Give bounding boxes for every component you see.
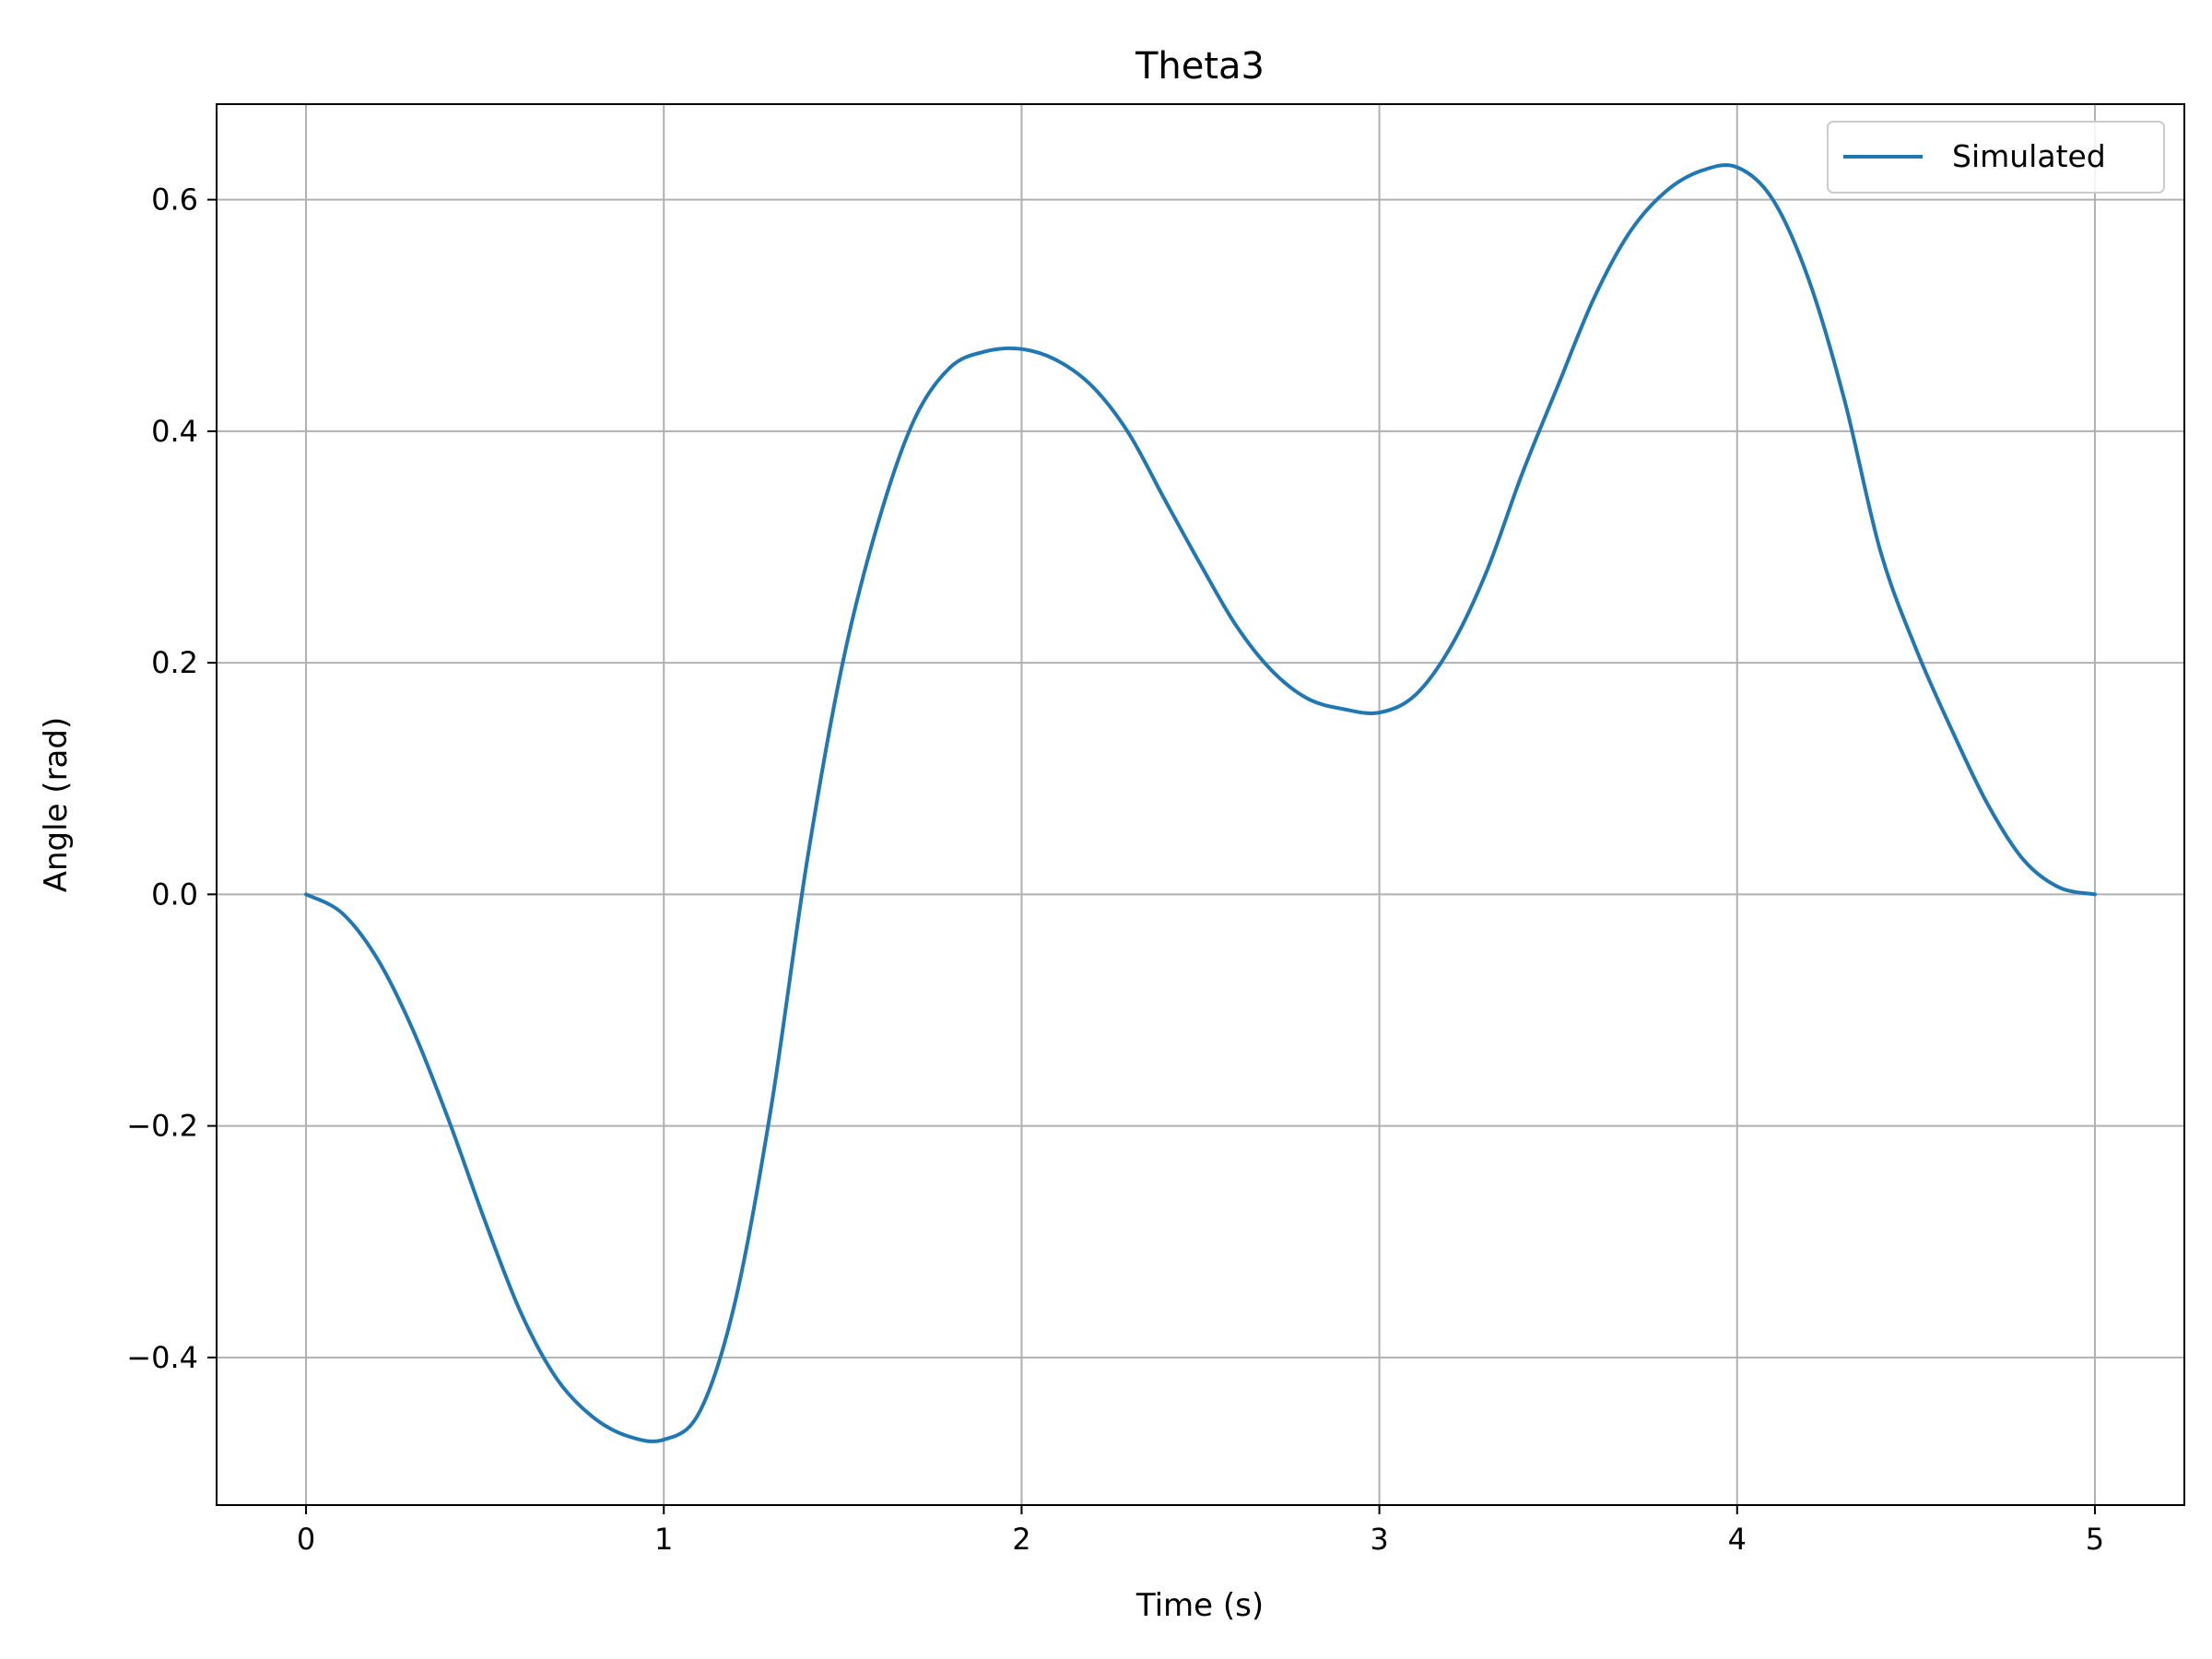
axis-ticks: 0 1 2 3 4 5 −0.4 −0.2 0.0 0.2 0.4 0.6: [126, 182, 2104, 1557]
series-line-0: [304, 163, 2097, 1443]
x-tick-label: 2: [1012, 1522, 1030, 1557]
y-tick-label: 0.6: [151, 182, 198, 218]
y-tick-label: −0.4: [126, 1340, 198, 1375]
legend-box: [1827, 121, 2165, 194]
y-axis-label: Angle (rad): [38, 717, 75, 893]
x-tick-label: 5: [2086, 1522, 2104, 1557]
x-axis-label: Time (s): [1135, 1587, 1264, 1624]
x-tick-label: 0: [297, 1522, 315, 1557]
legend: Simulated: [1827, 121, 2165, 194]
y-tick-label: 0.4: [151, 414, 198, 449]
y-tick-label: −0.2: [126, 1109, 198, 1144]
x-tick-label: 4: [1728, 1522, 1747, 1557]
chart-title: Theta3: [1135, 45, 1265, 88]
x-tick-label: 3: [1370, 1522, 1388, 1557]
plot-frame: [216, 103, 2185, 1506]
y-tick-label: 0.2: [151, 645, 198, 680]
x-tick-label: 1: [654, 1522, 673, 1557]
legend-label: Simulated: [1952, 138, 2106, 174]
y-tick-label: 0.0: [151, 877, 198, 912]
series-layer: [304, 163, 2097, 1443]
